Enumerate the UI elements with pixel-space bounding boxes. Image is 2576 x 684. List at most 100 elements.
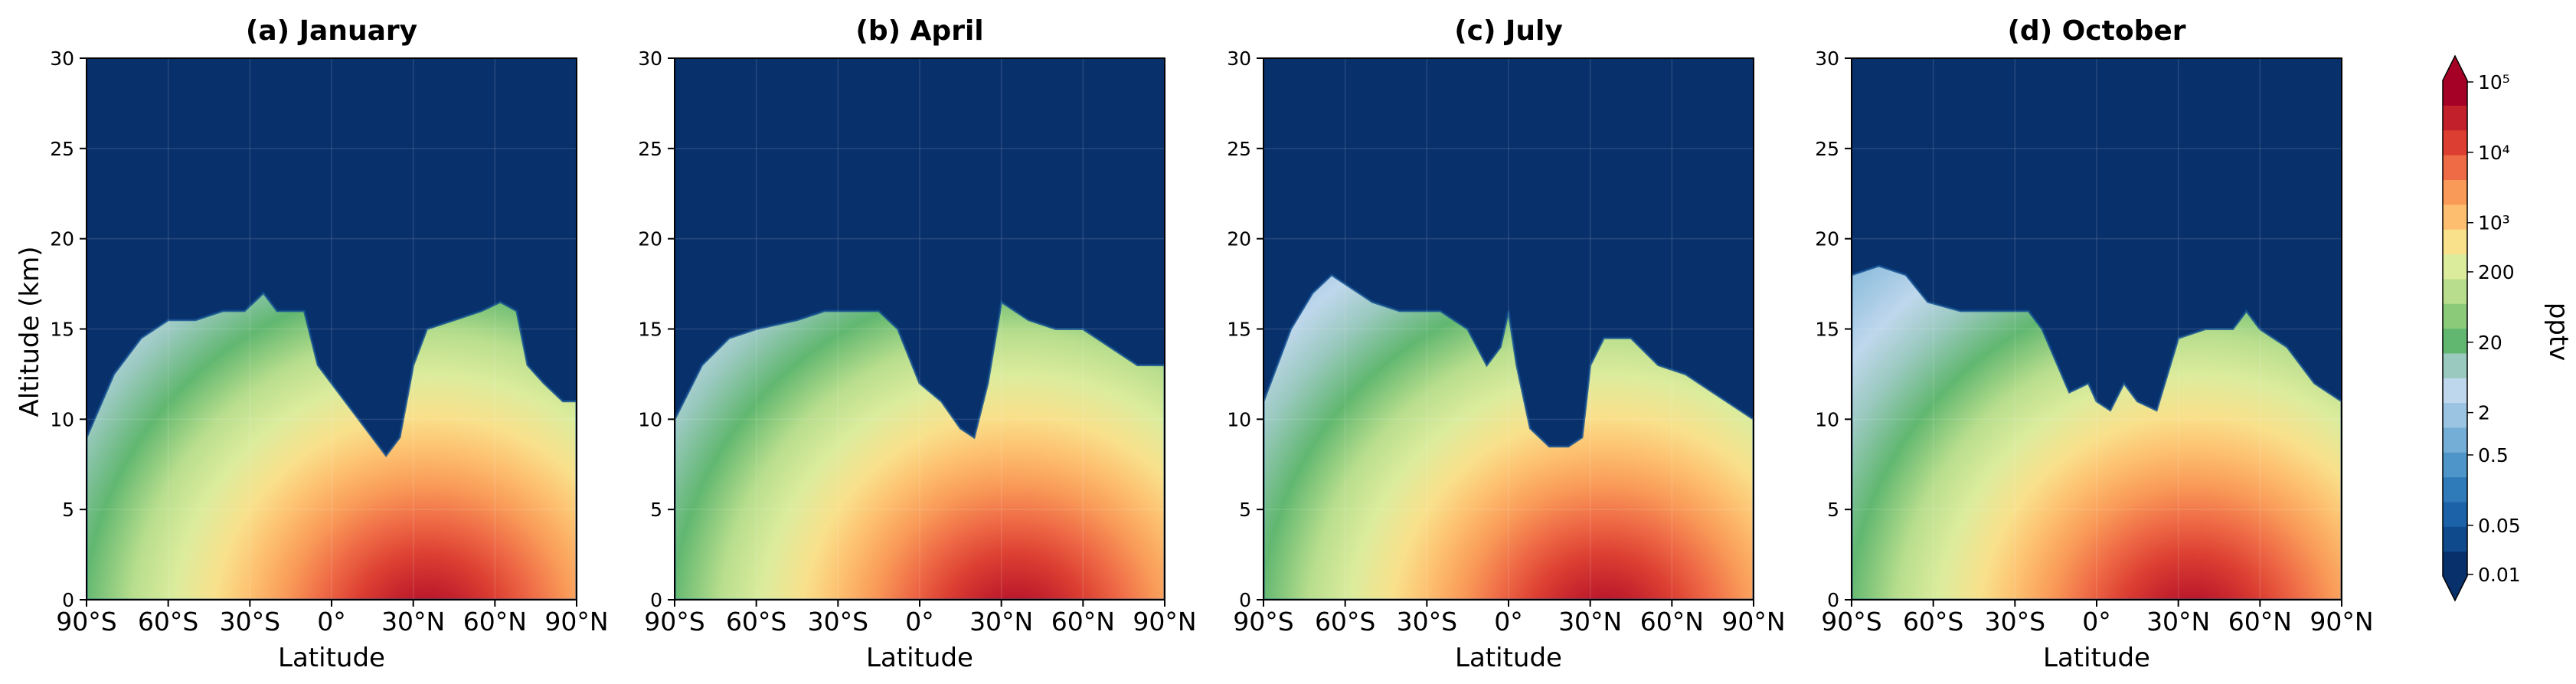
x-tick-label: 30°S: [220, 607, 280, 637]
y-tick-label: 20: [638, 228, 662, 250]
colorbar-tick-label: 0.05: [2478, 515, 2521, 537]
colorbar-segment: [2443, 254, 2467, 280]
y-tick-label: 0: [1827, 589, 1839, 611]
y-tick-label: 0: [1239, 589, 1251, 611]
x-tick-label: 0°: [317, 607, 346, 637]
y-tick-label: 10: [1815, 408, 1839, 430]
y-tick-label: 0: [650, 589, 662, 611]
x-tick-label: 30°N: [969, 607, 1033, 637]
colorbar-tick-label: 10⁴: [2478, 142, 2510, 164]
y-tick-label: 5: [62, 499, 74, 521]
colorbar-segment: [2443, 129, 2467, 155]
panel-title: (b) April: [855, 15, 983, 47]
panel-2: (b) April 90°S 60°S 30°S 0° 30°N 60°N 90°N 0 5 10 1…: [638, 15, 1196, 673]
y-tick-label: 30: [1815, 47, 1839, 70]
colorbar-segment: [2443, 105, 2467, 131]
field-outline: [675, 299, 1165, 600]
colorbar-tick-label: 0.01: [2478, 564, 2521, 586]
panel-4: (d) October 90°S 60°S 30°S 0° 30°N 60°N 90°N 0 5 1…: [1815, 15, 2373, 673]
y-tick-label: 10: [638, 408, 662, 430]
x-tick-label: 60°S: [1315, 607, 1375, 637]
colorbar-segment: [2443, 501, 2467, 527]
colorbar-tick-label: 2: [2478, 402, 2490, 424]
y-tick-label: 15: [1815, 319, 1839, 341]
panel-title: (a) January: [246, 15, 417, 47]
colorbar-segment: [2443, 303, 2467, 329]
x-axis-label: Latitude: [866, 643, 973, 673]
x-tick-label: 60°S: [138, 607, 198, 637]
colorbar-segment: [2443, 452, 2467, 478]
x-tick-label: 90°S: [644, 607, 704, 637]
concentration-field: [675, 302, 1165, 600]
colorbar-tick-label: 10³: [2478, 212, 2510, 234]
x-axis-label: Latitude: [278, 643, 385, 673]
colorbar-extend-min: [2443, 576, 2467, 601]
heatmap-field: [1263, 58, 1754, 600]
panel-1: (a) January 90°S 60°S 30°S 0° 30°N 60°N 90°N 0 5 1…: [50, 15, 608, 673]
panel-title: (d) October: [2007, 15, 2185, 47]
colorbar-segment: [2443, 278, 2467, 304]
colorbar-segment: [2443, 328, 2467, 354]
concentration-field: [1263, 274, 1754, 600]
y-tick-label: 30: [1227, 47, 1251, 70]
x-tick-label: 30°N: [2146, 607, 2210, 637]
y-tick-label: 25: [50, 138, 74, 160]
panel-title: (c) July: [1454, 15, 1563, 47]
colorbar-segment: [2443, 378, 2467, 404]
x-tick-label: 90°N: [1721, 607, 1785, 637]
heatmap-field: [1852, 58, 2342, 600]
x-tick-label: 60°N: [2228, 607, 2292, 637]
colorbar-extend-max: [2443, 56, 2467, 80]
y-tick-label: 30: [638, 47, 662, 70]
y-tick-label: 10: [1227, 408, 1251, 430]
x-tick-label: 30°S: [808, 607, 868, 637]
x-tick-label: 60°S: [726, 607, 786, 637]
panels-group: (a) January 90°S 60°S 30°S 0° 30°N 60°N 90°N 0 5 1…: [50, 15, 2373, 673]
y-tick-label: 15: [50, 319, 74, 341]
y-tick-label: 0: [62, 589, 74, 611]
y-tick-label: 25: [638, 138, 662, 160]
x-tick-label: 60°S: [1903, 607, 1963, 637]
x-tick-label: 30°S: [1397, 607, 1457, 637]
y-tick-label: 5: [1239, 499, 1251, 521]
y-tick-label: 30: [50, 47, 74, 70]
colorbar-segment: [2443, 352, 2467, 378]
x-axis-label: Latitude: [2043, 643, 2150, 673]
concentration-field: [1852, 266, 2342, 600]
heatmap-field: [675, 58, 1165, 600]
x-tick-label: 0°: [905, 607, 934, 637]
x-tick-label: 30°N: [1558, 607, 1622, 637]
colorbar-segment: [2443, 155, 2467, 180]
colorbar: 0.01 0.05 0.5 2 20 200 10³ 10⁴ 10⁵: [2442, 54, 2521, 602]
x-tick-label: 30°N: [381, 607, 445, 637]
y-tick-label: 5: [1827, 499, 1839, 521]
colorbar-tick-label: 10⁵: [2478, 71, 2510, 93]
colorbar-label: pptv: [2543, 303, 2574, 362]
y-axis-label: Altitude (km): [15, 246, 45, 417]
y-tick-label: 20: [1227, 228, 1251, 250]
y-tick-label: 25: [1815, 138, 1839, 160]
x-tick-label: 90°S: [1821, 607, 1881, 637]
x-tick-label: 0°: [2082, 607, 2111, 637]
concentration-field: [87, 293, 577, 600]
colorbar-segment: [2443, 402, 2467, 428]
colorbar-segment: [2443, 204, 2467, 230]
colorbar-segment: [2443, 179, 2467, 205]
colorbar-outline: [2442, 54, 2468, 602]
field-outline: [87, 291, 577, 600]
colorbar-segment: [2443, 229, 2467, 255]
colorbar-tick-label: 200: [2478, 261, 2515, 283]
y-tick-label: 5: [650, 499, 662, 521]
colorbar-tick-label: 20: [2478, 332, 2502, 354]
x-tick-label: 90°N: [544, 607, 608, 637]
colorbar-segment: [2443, 80, 2467, 106]
colorbar-segment: [2443, 427, 2467, 453]
field-outline: [1263, 273, 1754, 600]
y-tick-label: 20: [1815, 228, 1839, 250]
x-tick-label: 30°S: [1985, 607, 2045, 637]
panel-3: (c) July 90°S 60°S 30°S 0° 30°N 60°N 90°N 0 5 10 15…: [1227, 15, 1785, 673]
colorbar-tick-label: 0.5: [2478, 444, 2509, 466]
y-tick-label: 20: [50, 228, 74, 250]
y-tick-label: 15: [1227, 319, 1251, 341]
